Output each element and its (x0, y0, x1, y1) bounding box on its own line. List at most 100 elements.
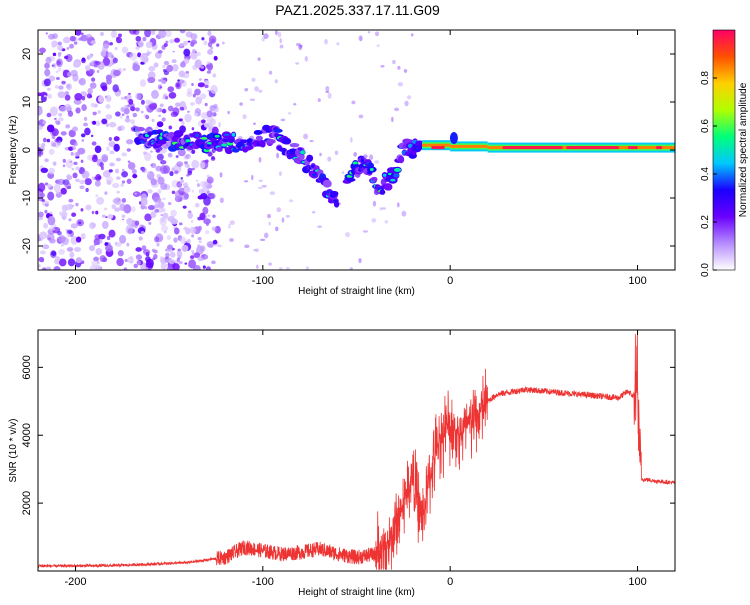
noise-blob (151, 118, 155, 122)
noise-blob (145, 267, 149, 270)
noise-blob (64, 55, 69, 60)
noise-blob (158, 114, 162, 117)
noise-blob (392, 59, 396, 65)
noise-blob (187, 239, 191, 244)
spectral-blip (449, 132, 458, 144)
noise-blob (72, 172, 78, 179)
noise-blob (207, 30, 212, 36)
noise-blob (191, 234, 195, 238)
noise-blob (52, 142, 57, 147)
noise-blob (95, 120, 101, 127)
y-axis-label: Frequency (Hz) (8, 116, 19, 185)
noise-blob (210, 84, 218, 94)
noise-blob (150, 178, 158, 186)
noise-blob (126, 242, 130, 247)
main-track-mark (227, 136, 235, 144)
noise-blob (181, 244, 189, 252)
noise-blob (175, 81, 182, 90)
noise-blob (81, 139, 85, 142)
second-track-mark (404, 139, 414, 144)
noise-blob (131, 168, 137, 175)
noise-blob (130, 106, 136, 112)
main-track-mark (216, 146, 223, 152)
noise-blob (325, 86, 330, 92)
noise-blob (121, 113, 125, 117)
main-track-mark (200, 136, 208, 140)
noise-blob (65, 159, 74, 169)
noise-blob (176, 161, 184, 167)
noise-blob (167, 86, 175, 93)
noise-blob (162, 64, 166, 69)
noise-blob (46, 138, 51, 143)
noise-blob (161, 207, 166, 213)
noise-blob (178, 118, 183, 122)
noise-blob (211, 111, 217, 117)
noise-blob (84, 127, 91, 136)
noise-blob (127, 162, 136, 170)
noise-blob (49, 238, 56, 244)
noise-blob (189, 101, 196, 106)
noise-blob (95, 247, 103, 256)
noise-blob (145, 258, 154, 269)
noise-blob (55, 70, 59, 74)
noise-blob (397, 82, 404, 87)
noise-blob (165, 40, 169, 44)
noise-blob (60, 244, 64, 247)
noise-blob (99, 240, 103, 244)
noise-blob (367, 31, 371, 34)
noise-blob (287, 112, 292, 115)
noise-blob (111, 204, 117, 210)
noise-blob (204, 230, 210, 235)
noise-blob (218, 122, 221, 128)
noise-blob (90, 40, 97, 45)
noise-blob (327, 156, 332, 162)
noise-blob (351, 100, 356, 105)
noise-blob (48, 75, 56, 82)
noise-blob (51, 40, 58, 48)
noise-blob (181, 120, 185, 125)
noise-blob (203, 181, 209, 187)
noise-blob (227, 110, 230, 115)
noise-blob (204, 102, 208, 107)
noise-blob (160, 182, 168, 191)
noise-blob (58, 235, 66, 243)
main-track-mark (221, 138, 229, 143)
noise-blob (172, 50, 175, 53)
noise-blob (145, 114, 150, 120)
noise-blob (277, 31, 282, 38)
noise-blob (69, 251, 75, 258)
noise-blob (260, 238, 266, 241)
noise-blob (122, 168, 125, 172)
carrier-band-core (450, 144, 488, 148)
noise-blob (145, 105, 149, 109)
main-track-mark (312, 172, 317, 177)
noise-blob (97, 95, 104, 103)
noise-blob (175, 102, 181, 107)
noise-blob (159, 256, 163, 260)
noise-blob (130, 119, 135, 125)
noise-blob (194, 59, 202, 69)
noise-blob (112, 182, 120, 189)
noise-blob (150, 30, 156, 35)
noise-blob (180, 61, 186, 68)
noise-blob (203, 218, 211, 225)
noise-blob (75, 107, 81, 114)
noise-blob (105, 123, 109, 127)
noise-blob (190, 33, 198, 41)
noise-blob (188, 155, 191, 159)
noise-blob (206, 110, 213, 118)
noise-blob (104, 216, 108, 219)
noise-blob (171, 167, 175, 172)
x-tick-label: 0 (447, 576, 453, 588)
noise-blob (135, 254, 143, 260)
noise-blob (114, 46, 118, 51)
noise-blob (64, 103, 72, 111)
noise-blob (91, 77, 96, 82)
noise-blob (117, 126, 122, 132)
noise-blob (46, 183, 52, 188)
noise-blob (153, 204, 159, 209)
second-track-mark (360, 158, 365, 163)
noise-blob (181, 72, 190, 79)
noise-blob (362, 230, 369, 233)
noise-blob (196, 51, 201, 57)
